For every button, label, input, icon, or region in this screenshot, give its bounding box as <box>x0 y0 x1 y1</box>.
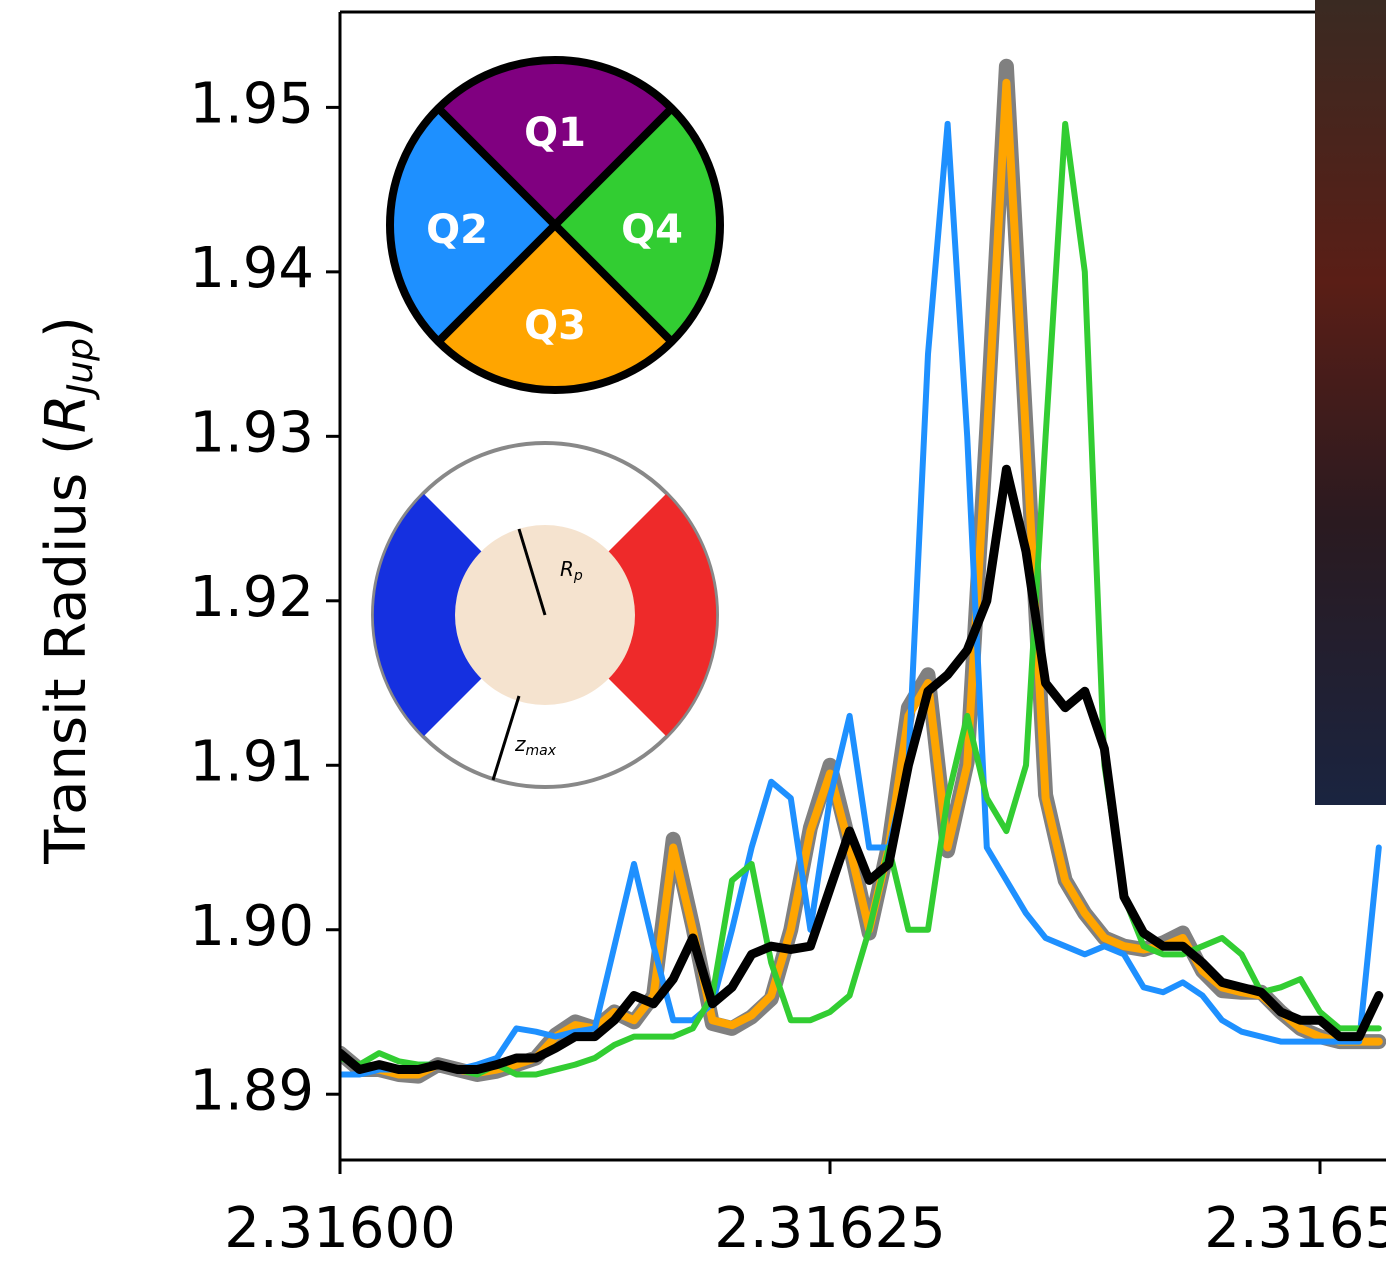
series-line <box>340 464 1384 1075</box>
y-tick-label: 1.93 <box>189 400 314 465</box>
y-tick-label: 1.91 <box>189 729 314 794</box>
series-line <box>340 78 1383 1079</box>
y-label-symbol: R <box>34 394 99 433</box>
quadrant <box>389 108 555 342</box>
x-tick-label: 2.31600 <box>224 1196 456 1261</box>
y-label-text: Transit Radius ( <box>34 433 99 865</box>
diagram-symbol: z <box>514 732 526 756</box>
y-tick-label: 1.94 <box>189 236 314 301</box>
quadrant-label: Q1 <box>524 110 586 156</box>
quadrant-border <box>386 56 724 394</box>
y-tick-label: 1.89 <box>189 1058 314 1123</box>
diagram-label: Rp <box>560 557 583 585</box>
quadrant <box>438 225 672 391</box>
x-tick-label: 2.31650 <box>1204 1196 1386 1261</box>
quadrant <box>438 59 672 225</box>
y-tick-label: 1.95 <box>189 72 314 137</box>
diagram-subscript: p <box>573 568 583 584</box>
diagram-symbol: R <box>560 557 574 581</box>
plot-area <box>340 58 1386 1084</box>
x-tick-label: 2.31625 <box>714 1196 946 1261</box>
y-axis-label: Transit Radius (RJup) <box>34 316 101 865</box>
photo-inset <box>1315 0 1386 805</box>
y-tick-label: 1.90 <box>189 894 314 959</box>
geometry-inset: Rp zmax <box>371 441 719 789</box>
quadrant-label: Q2 <box>426 207 488 253</box>
diagram-subscript: max <box>526 743 557 759</box>
ticks: 1.89 1.90 1.91 1.92 1.93 1.94 1.95 2.31600 2.316… <box>189 72 1386 1262</box>
y-label-subscript: Jup <box>60 338 101 400</box>
quadrant-label: Q4 <box>621 207 683 253</box>
quadrant-label: Q3 <box>524 303 586 349</box>
y-tick-label: 1.92 <box>189 565 314 630</box>
series-line <box>340 120 1382 1078</box>
quadrant-inset: Q1 Q2 Q3 Q4 <box>386 56 724 394</box>
series-line <box>340 120 1382 1078</box>
diagram-label: zmax <box>514 732 557 760</box>
y-label-close: ) <box>34 316 99 338</box>
quadrant <box>555 108 721 342</box>
